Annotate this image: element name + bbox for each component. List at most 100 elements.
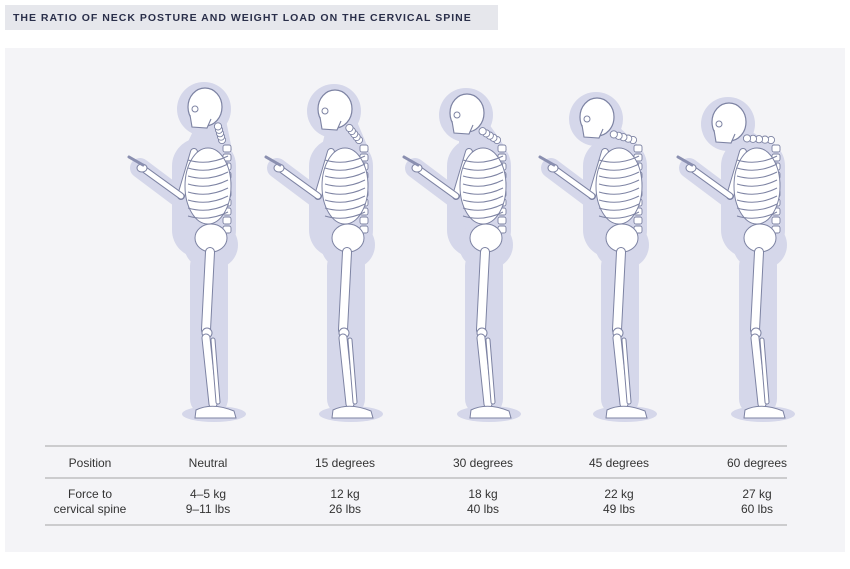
rib	[736, 203, 778, 211]
rib	[187, 155, 229, 163]
vertebra	[771, 144, 781, 153]
rib	[462, 187, 504, 195]
foot	[331, 405, 374, 419]
figure	[402, 88, 521, 422]
rib	[736, 187, 778, 195]
table-cell: 15 degrees	[315, 456, 375, 470]
rib	[187, 203, 229, 211]
cervical-vertebra	[478, 127, 487, 136]
figure	[127, 82, 246, 422]
table-cell: Position	[69, 456, 112, 470]
cell-line: 40 lbs	[467, 502, 499, 516]
vertebra	[359, 144, 369, 153]
rib	[462, 163, 504, 171]
table: Position Neutral 15 degrees 30 degrees 45 de…	[54, 456, 787, 516]
cell-line: 12 kg	[330, 487, 359, 501]
phone	[264, 155, 282, 167]
bone	[613, 334, 628, 408]
table-cell: Force to cervical spine	[54, 487, 127, 516]
rib	[736, 171, 778, 179]
foot	[743, 405, 786, 419]
cervical-vertebra	[742, 134, 752, 143]
bone	[477, 334, 492, 408]
vertebra	[222, 144, 232, 153]
rib	[187, 195, 229, 203]
jaw	[319, 116, 342, 131]
rib	[462, 211, 504, 219]
bone	[339, 248, 351, 334]
table-cell: 30 degrees	[453, 456, 513, 470]
vertebra	[633, 144, 643, 153]
cell-line: 26 lbs	[329, 502, 361, 516]
vertebra	[497, 216, 507, 225]
rib	[462, 179, 504, 187]
bone	[751, 334, 766, 408]
table-cell: 4–5 kg 9–11 lbs	[186, 487, 230, 516]
cell-line: 4–5 kg	[190, 487, 226, 501]
rib	[598, 179, 640, 187]
cell-line: 9–11 lbs	[186, 502, 230, 516]
rib	[736, 163, 778, 171]
bone	[553, 167, 595, 199]
rib	[462, 203, 504, 211]
table-cell: 45 degrees	[589, 456, 649, 470]
foot	[605, 405, 648, 419]
bone	[211, 338, 220, 404]
rib	[598, 203, 640, 211]
eye-socket	[191, 105, 199, 113]
rib	[324, 179, 366, 187]
jaw	[581, 124, 604, 139]
bone	[622, 338, 631, 404]
cervical-vertebra	[345, 123, 354, 133]
figure	[264, 84, 383, 422]
phone	[676, 155, 694, 167]
table-cell: 12 kg 26 lbs	[329, 487, 361, 516]
figure	[538, 92, 657, 422]
vertebra	[497, 144, 507, 153]
rib	[462, 155, 504, 163]
foot	[194, 405, 237, 419]
rib	[598, 211, 640, 219]
bone	[348, 338, 357, 404]
rib	[324, 187, 366, 195]
vertebra	[359, 216, 369, 225]
figures	[127, 82, 795, 422]
cervical-vertebra	[213, 122, 223, 131]
eye-socket	[715, 120, 723, 128]
rib	[598, 187, 640, 195]
phone	[127, 155, 145, 167]
jaw	[189, 114, 212, 129]
rib	[736, 211, 778, 219]
phone	[538, 155, 556, 167]
table-cell: 27 kg 60 lbs	[741, 487, 773, 516]
rib	[187, 179, 229, 187]
bone	[691, 167, 733, 199]
cell-line: cervical spine	[54, 502, 127, 516]
title-band	[5, 5, 498, 30]
cell-line: 22 kg	[604, 487, 633, 501]
eye-socket	[583, 115, 591, 123]
phone	[402, 155, 420, 167]
rib	[324, 195, 366, 203]
table-cell: Neutral	[189, 456, 228, 470]
bone	[202, 248, 214, 334]
rib	[462, 195, 504, 203]
rib	[598, 163, 640, 171]
figure	[676, 97, 795, 422]
bone	[760, 338, 769, 404]
rib	[324, 163, 366, 171]
rib	[324, 155, 366, 163]
cell-line: 18 kg	[468, 487, 497, 501]
jaw	[713, 129, 736, 144]
bone	[613, 248, 625, 334]
bone	[339, 334, 354, 408]
title: THE RATIO OF NECK POSTURE AND WEIGHT LOA…	[13, 12, 472, 24]
eye-socket	[453, 111, 461, 119]
rib	[187, 163, 229, 171]
rib	[736, 179, 778, 187]
rib	[736, 195, 778, 203]
bone	[477, 248, 489, 334]
rib	[598, 195, 640, 203]
